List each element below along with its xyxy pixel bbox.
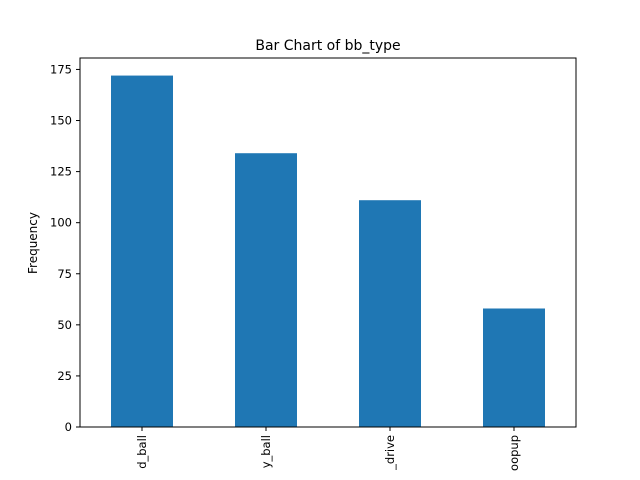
x-tick-label: d_ball: [135, 435, 149, 469]
y-axis-label: Frequency: [26, 212, 40, 274]
bar-y_ball: [235, 153, 297, 427]
y-tick-label: 100: [50, 216, 72, 230]
y-tick-label: 150: [50, 114, 72, 128]
bar-oopup: [483, 308, 545, 427]
y-tick-label: 50: [57, 318, 72, 332]
bar-_drive: [359, 200, 421, 427]
bar-d_ball: [111, 75, 173, 428]
chart-title: Bar Chart of bb_type: [255, 38, 400, 54]
y-ticks-group: 0 25 50 75 100 125 150 175: [50, 62, 80, 434]
x-tick-label: y_ball: [259, 435, 273, 468]
y-tick-label: 0: [65, 420, 72, 434]
x-ticks-group: d_ball y_ball _drive oopup: [135, 427, 521, 471]
x-tick-label: _drive: [383, 435, 397, 471]
bars-group: [111, 75, 545, 428]
y-tick-label: 25: [57, 369, 72, 383]
y-tick-label: 175: [50, 62, 72, 76]
y-tick-label: 75: [57, 267, 72, 281]
y-tick-label: 125: [50, 165, 72, 179]
plot-frame: [79, 57, 577, 428]
x-tick-label: oopup: [507, 435, 521, 471]
